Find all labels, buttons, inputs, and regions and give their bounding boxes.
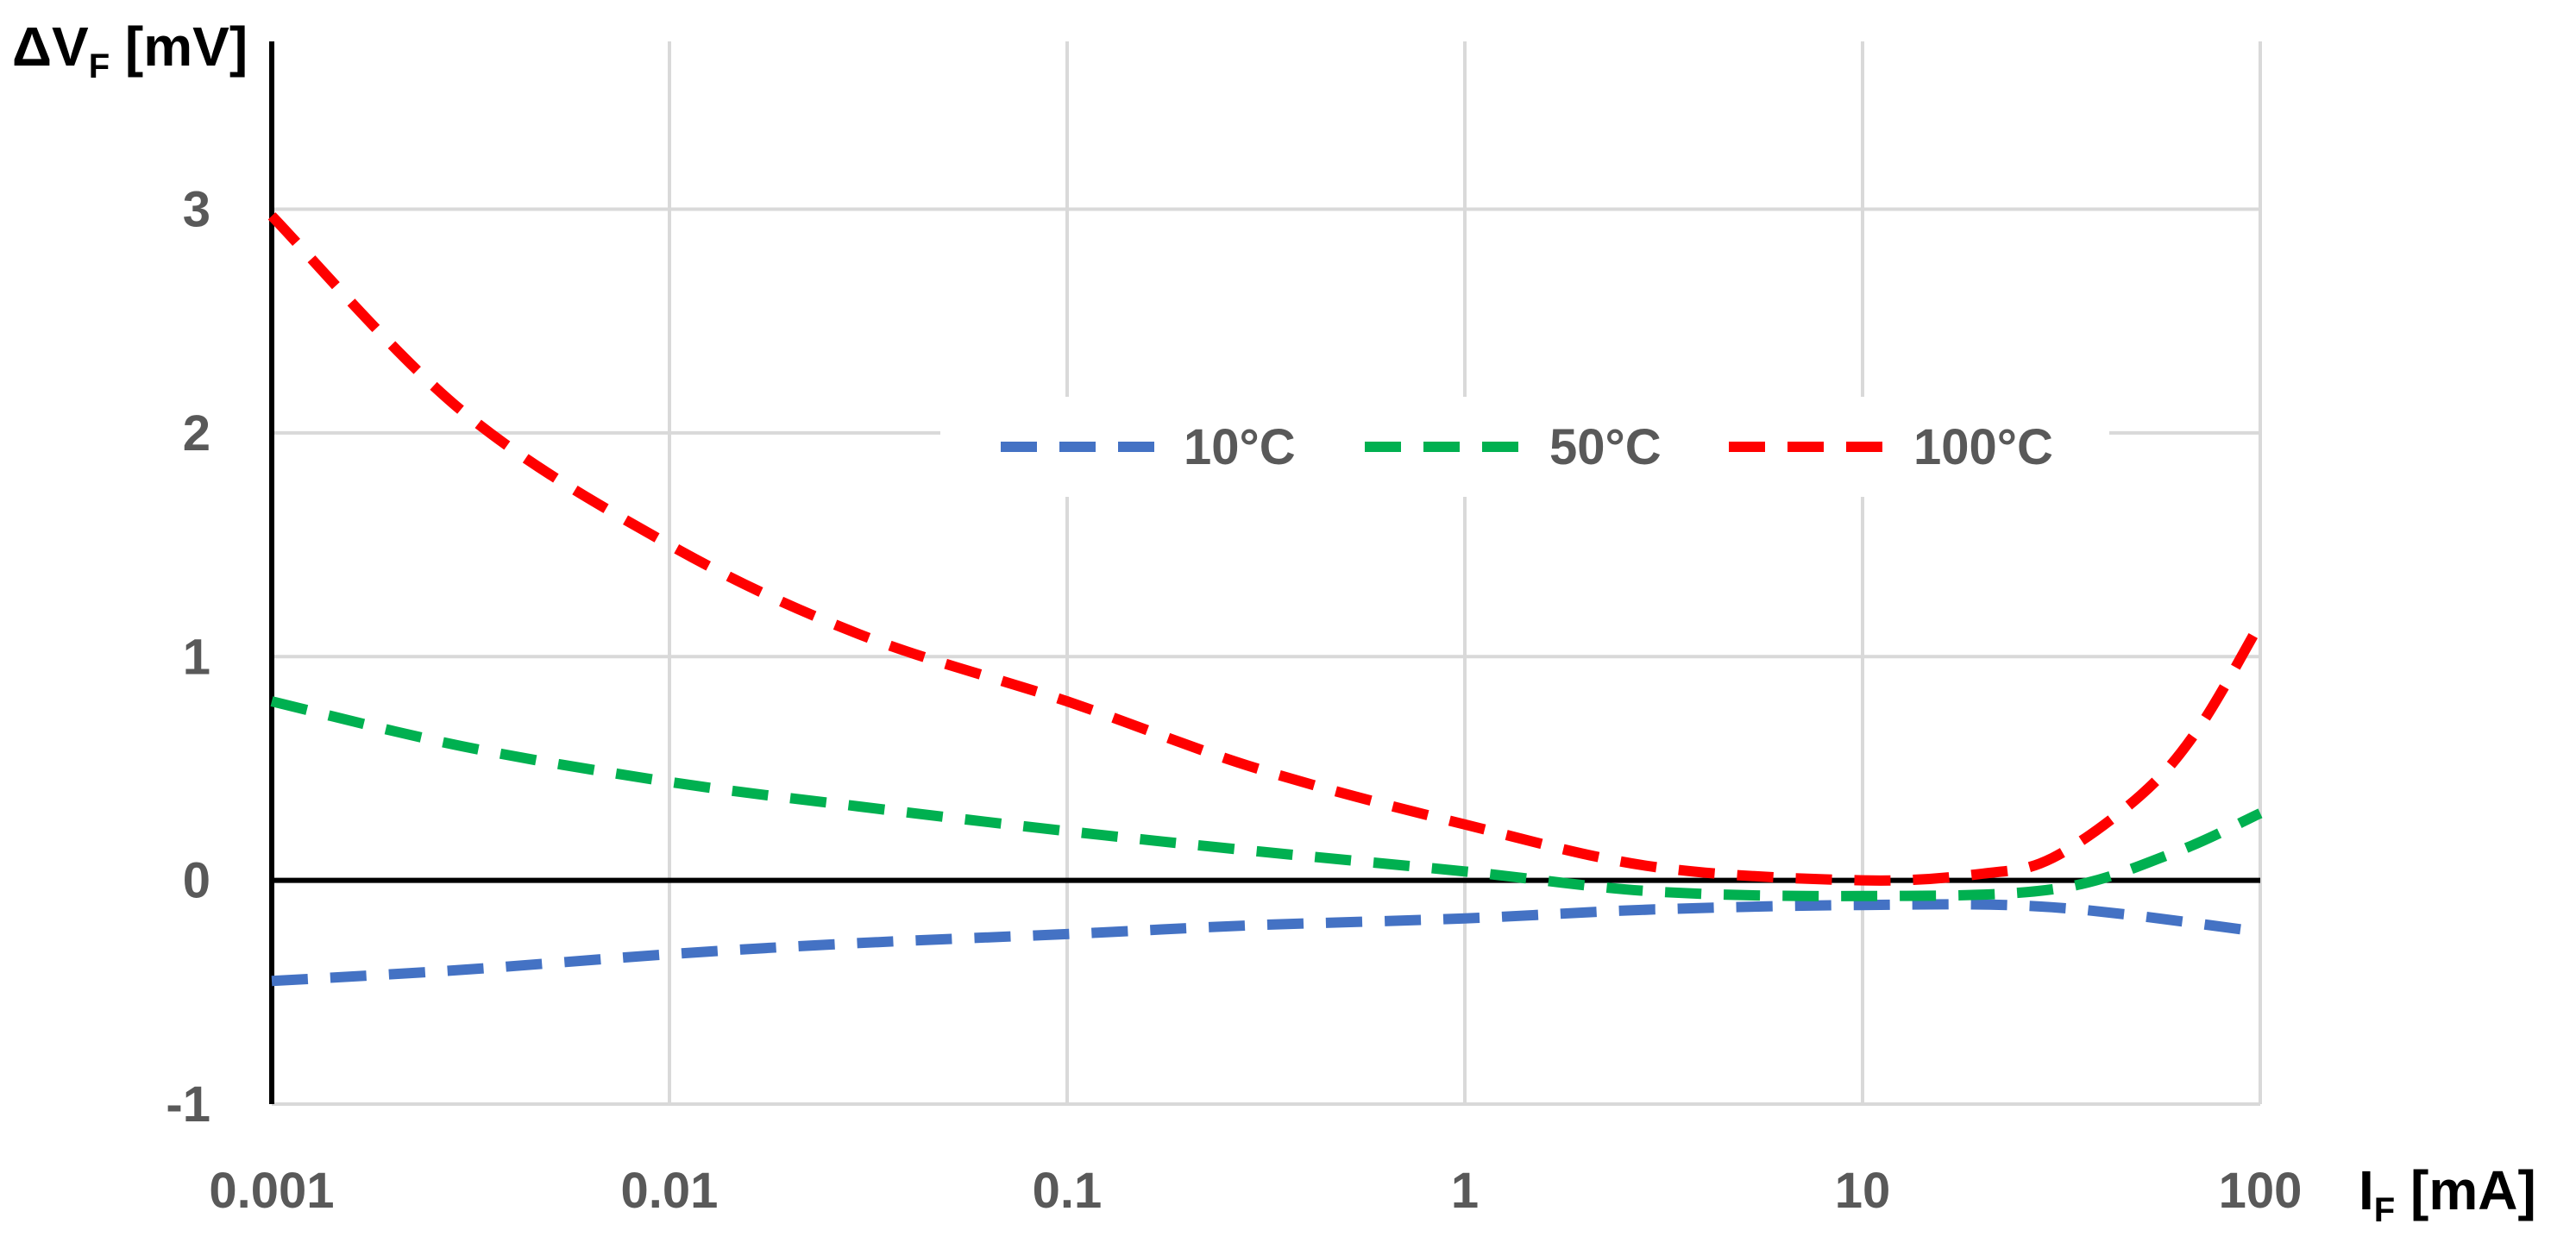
x-axis-title-sub: F [2374, 1191, 2395, 1229]
series-line-2 [267, 212, 2265, 886]
x-tick-label: 1 [1451, 1163, 1479, 1219]
y-tick-label: 1 [183, 629, 210, 685]
x-tick-label: 100 [2219, 1163, 2303, 1219]
x-tick-label: 0.01 [621, 1163, 719, 1219]
y-tick-label: 0 [183, 853, 210, 909]
x-axis-title-unit: [mA] [2395, 1159, 2536, 1221]
axes [269, 41, 2260, 1104]
series-line-0 [271, 899, 2261, 987]
tick-labels: 0.001 0.01 0.1 1 10 100 -1 0 1 2 3 [166, 182, 2302, 1219]
y-tick-label: 3 [183, 182, 210, 238]
x-axis-title-main: I [2359, 1159, 2374, 1221]
y-axis-title-sub: F [89, 47, 110, 85]
y-axis-title: ΔVF [mV] [12, 16, 248, 85]
series-line-1 [270, 696, 2263, 901]
y-tick-label: -1 [166, 1076, 210, 1133]
grid [270, 41, 2262, 1106]
legend-label-0: 10°C [1184, 419, 1296, 475]
y-axis-title-unit: [mV] [110, 16, 248, 78]
x-axis-title: IF [mA] [2359, 1159, 2536, 1229]
series-group [267, 212, 2265, 987]
y-tick-label: 2 [183, 405, 210, 461]
legend-label-1: 50°C [1549, 419, 1662, 475]
x-tick-label: 0.1 [1033, 1163, 1103, 1219]
x-tick-label: 10 [1835, 1163, 1891, 1219]
y-axis-title-main: ΔV [12, 16, 89, 78]
x-tick-label: 0.001 [209, 1163, 334, 1219]
legend-label-2: 100°C [1913, 419, 2053, 475]
legend: 10°C 50°C 100°C [1001, 419, 2053, 475]
